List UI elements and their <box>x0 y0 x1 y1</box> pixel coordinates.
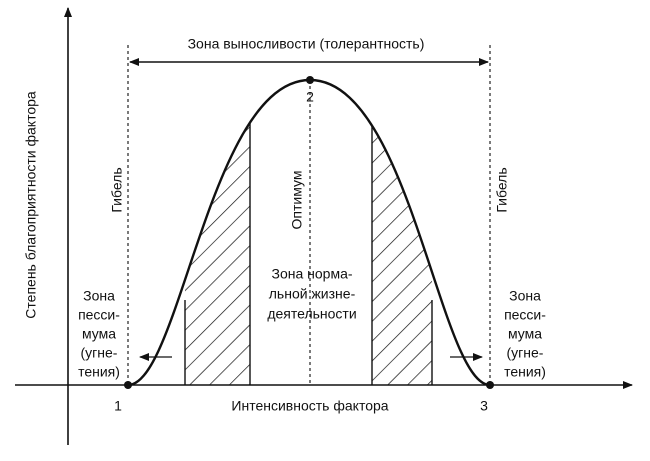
label-line: песси- <box>504 307 546 323</box>
normal-zone-label: Зона норма-льной жизне-деятельности <box>267 266 356 322</box>
death-label: Гибель <box>109 167 125 212</box>
pessimum-label: Зона песси-мума (угне-тения) <box>504 288 546 380</box>
x-axis-label: Интенсивность фактора <box>231 398 388 414</box>
point-3 <box>486 381 494 389</box>
y-axis-label: Степень благоприятности фактора <box>23 91 39 319</box>
label-line: песси- <box>78 307 120 323</box>
label-line: Зона <box>83 288 115 304</box>
tolerance-curve <box>127 78 491 387</box>
point-label: 1 <box>114 398 122 414</box>
label-line: тения) <box>504 364 546 380</box>
label-line: Зона <box>509 288 541 304</box>
pessimum-label: Зона песси-мума (угне-тения) <box>78 288 120 380</box>
label-line: льной жизне- <box>269 286 356 302</box>
label-line: (угне- <box>507 345 544 361</box>
label-line: мума <box>508 326 542 342</box>
hatched-zones <box>184 80 433 385</box>
tolerance-title: Зона выносливости (толерантность) <box>188 36 425 52</box>
point-label: 3 <box>480 398 488 414</box>
death-label: Гибель <box>494 167 510 212</box>
label-line: деятельности <box>267 306 356 322</box>
label-line: тения) <box>78 364 120 380</box>
point-1 <box>124 381 132 389</box>
point-label: 2 <box>306 89 314 105</box>
optimum-label: Оптимум <box>289 171 305 230</box>
label-line: мума <box>82 326 116 342</box>
hatch-right <box>372 80 432 385</box>
label-line: (угне- <box>81 345 118 361</box>
label-line: Зона норма- <box>271 266 352 282</box>
hatch-left <box>185 80 250 385</box>
point-2 <box>306 76 314 84</box>
